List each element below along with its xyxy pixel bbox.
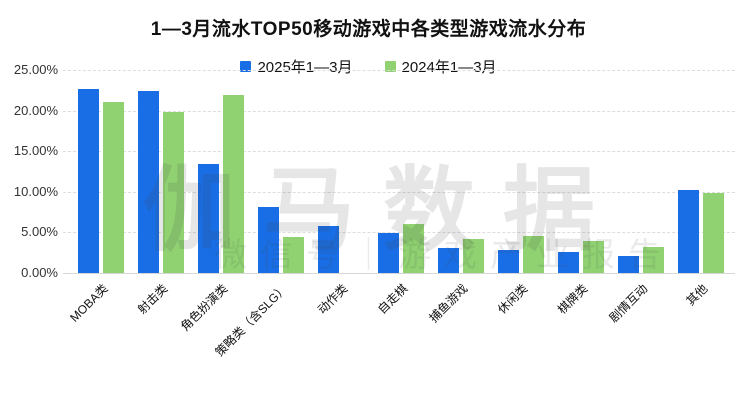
bar-2024年1—3月-棋牌类: [583, 241, 604, 273]
bar-2024年1—3月-策略类（含SLG）: [283, 237, 304, 273]
legend-swatch-2025: [240, 61, 252, 72]
gridline-5.00%: [63, 232, 735, 234]
legend-label-2024: 2024年1—3月: [401, 59, 497, 76]
x-axis-label-动作类: 动作类: [314, 281, 351, 317]
bar-2025年1—3月-MOBA类: [78, 89, 99, 273]
x-axis-label-剧情互动: 剧情互动: [606, 281, 651, 326]
bar-2024年1—3月-自走棋: [403, 224, 424, 273]
bar-2025年1—3月-捕鱼游戏: [438, 247, 459, 273]
chart-title: 1—3月流水TOP50移动游戏中各类型游戏流水分布: [150, 19, 587, 40]
x-axis-label-捕鱼游戏: 捕鱼游戏: [426, 281, 471, 326]
gridline-10.00%: [63, 191, 735, 193]
legend-label-2025: 2025年1—3月: [257, 59, 353, 76]
y-axis-label: 15.00%: [13, 143, 58, 159]
bar-2024年1—3月-射击类: [163, 112, 184, 273]
bar-2024年1—3月-捕鱼游戏: [463, 238, 484, 273]
gridline-25.00%: [63, 70, 735, 71]
bar-2025年1—3月-休闲类: [498, 250, 519, 273]
legend-swatch-2024: [384, 61, 396, 72]
x-axis-label-角色扮演类: 角色扮演类: [177, 281, 231, 334]
bar-2025年1—3月-自走棋: [378, 233, 399, 273]
gridline-0.00%: [63, 273, 735, 274]
y-axis-label: 0.00%: [21, 265, 58, 280]
bar-2025年1—3月-其他: [678, 190, 699, 273]
legend-item-2024: 2024年1—3月: [384, 56, 497, 77]
bar-2024年1—3月-剧情互动: [643, 247, 664, 273]
y-axis-label: 25.00%: [13, 62, 58, 77]
bar-2025年1—3月-策略类（含SLG）: [258, 207, 279, 273]
bar-2024年1—3月-角色扮演类: [223, 95, 244, 273]
legend: 2025年1—3月 2024年1—3月: [0, 56, 737, 77]
bar-2025年1—3月-棋牌类: [558, 251, 579, 273]
x-axis-label-自走棋: 自走棋: [374, 281, 411, 317]
x-axis-label-MOBA类: MOBA类: [66, 281, 111, 325]
bar-2024年1—3月-MOBA类: [103, 102, 124, 273]
x-axis-label-棋牌类: 棋牌类: [554, 281, 591, 317]
bar-2024年1—3月-其他: [703, 193, 724, 273]
bar-2025年1—3月-射击类: [138, 91, 159, 273]
x-axis-label-射击类: 射击类: [134, 281, 171, 317]
y-axis-label: 10.00%: [13, 183, 58, 199]
y-axis-label: 5.00%: [21, 224, 58, 240]
y-axis-label: 20.00%: [13, 102, 58, 118]
gridline-20.00%: [63, 110, 735, 112]
bar-2025年1—3月-角色扮演类: [198, 164, 219, 273]
bar-2024年1—3月-休闲类: [523, 235, 544, 273]
bar-2025年1—3月-剧情互动: [618, 255, 639, 273]
legend-item-2025: 2025年1—3月: [240, 56, 353, 77]
x-axis-label-休闲类: 休闲类: [494, 281, 531, 317]
gridline-15.00%: [63, 151, 735, 153]
x-axis-label-其他: 其他: [683, 281, 711, 309]
bar-2025年1—3月-动作类: [318, 225, 339, 273]
